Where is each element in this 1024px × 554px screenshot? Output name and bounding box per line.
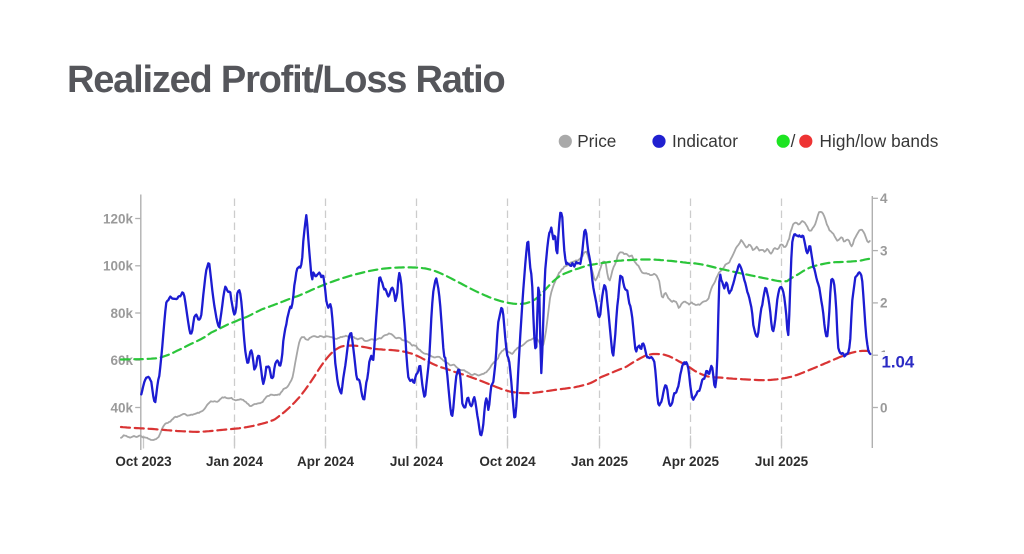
- svg-text:High/low bands: High/low bands: [820, 131, 939, 151]
- svg-text:1.04: 1.04: [882, 352, 915, 371]
- svg-text:Jul 2024: Jul 2024: [390, 454, 444, 469]
- svg-text:Price: Price: [577, 131, 616, 151]
- svg-text:2: 2: [880, 296, 888, 311]
- svg-text:Jan 2025: Jan 2025: [571, 454, 629, 469]
- svg-text:0: 0: [880, 400, 888, 415]
- svg-text:100k: 100k: [103, 259, 134, 274]
- svg-text:120k: 120k: [103, 211, 134, 226]
- svg-text:Realized Profit/Loss Ratio: Realized Profit/Loss Ratio: [67, 59, 505, 101]
- svg-text:Jan 2024: Jan 2024: [206, 454, 264, 469]
- svg-text:Indicator: Indicator: [672, 131, 738, 151]
- svg-text:/: /: [791, 131, 796, 151]
- svg-text:Oct 2023: Oct 2023: [115, 454, 172, 469]
- svg-text:Jul 2025: Jul 2025: [755, 454, 809, 469]
- svg-text:40k: 40k: [110, 400, 133, 415]
- svg-text:80k: 80k: [110, 306, 133, 321]
- svg-text:3: 3: [880, 243, 888, 258]
- svg-text:Oct 2024: Oct 2024: [479, 454, 536, 469]
- svg-text:4: 4: [880, 191, 888, 206]
- svg-text:Apr 2024: Apr 2024: [297, 454, 355, 469]
- svg-text:Apr 2025: Apr 2025: [662, 454, 720, 469]
